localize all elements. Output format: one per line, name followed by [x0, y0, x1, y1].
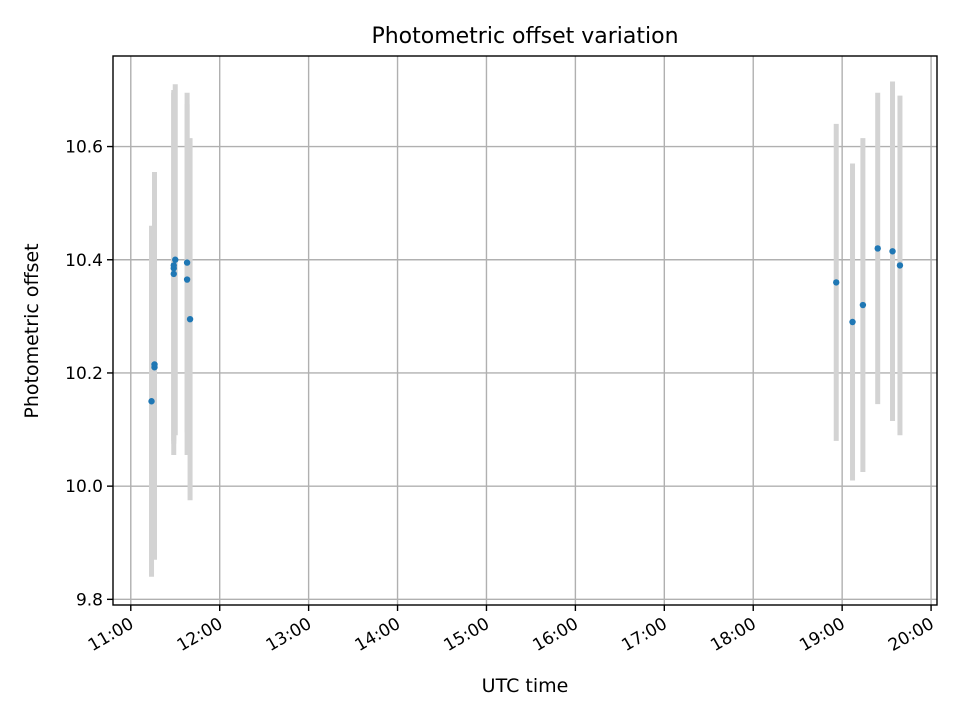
data-point [172, 256, 179, 263]
y-axis-label: Photometric offset [21, 243, 43, 418]
data-point [874, 245, 881, 252]
plot-frame [112, 55, 938, 606]
y-tick-label: 10.2 [65, 364, 103, 384]
data-point [889, 248, 896, 255]
data-point [186, 315, 194, 323]
data-point [849, 318, 856, 326]
y-tick-label: 10.6 [65, 138, 103, 158]
y-tick-label: 10.4 [65, 251, 103, 271]
y-tick-label: 10.0 [65, 477, 103, 497]
data-point [170, 262, 177, 269]
data-point [183, 276, 191, 283]
data-points [148, 245, 904, 405]
data-point [148, 398, 155, 405]
y-tick-label: 9.8 [76, 590, 103, 610]
data-point [859, 301, 867, 309]
data-point [183, 259, 191, 266]
data-point [833, 279, 840, 286]
data-point [151, 361, 158, 368]
chart-title: Photometric offset variation [371, 24, 678, 49]
data-point [170, 270, 177, 278]
data-point [896, 262, 904, 269]
x-axis-label: UTC time [482, 675, 569, 697]
y-axis-ticks: 9.8 10.0 10.2 10.4 10.6 [65, 138, 113, 610]
grid [113, 56, 937, 605]
